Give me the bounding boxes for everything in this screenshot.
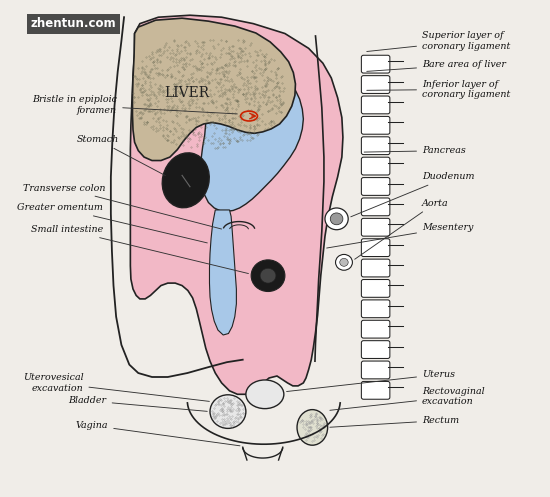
Polygon shape [133, 18, 295, 161]
Ellipse shape [246, 380, 284, 409]
FancyBboxPatch shape [361, 239, 390, 256]
Circle shape [251, 260, 285, 292]
FancyBboxPatch shape [361, 218, 390, 236]
Text: Superior layer of
coronary ligament: Superior layer of coronary ligament [367, 31, 510, 52]
Text: Greater omentum: Greater omentum [17, 203, 207, 243]
Text: Aorta: Aorta [355, 198, 449, 259]
Text: LIVER: LIVER [165, 86, 210, 100]
FancyBboxPatch shape [361, 137, 390, 155]
FancyBboxPatch shape [361, 76, 390, 93]
FancyBboxPatch shape [361, 381, 390, 399]
Text: Mesentery: Mesentery [327, 223, 474, 248]
FancyBboxPatch shape [361, 157, 390, 175]
FancyBboxPatch shape [361, 198, 390, 216]
FancyBboxPatch shape [361, 96, 390, 114]
Text: Transverse colon: Transverse colon [23, 184, 222, 229]
Text: Pancreas: Pancreas [364, 146, 466, 155]
Ellipse shape [210, 395, 246, 428]
Circle shape [260, 268, 276, 283]
FancyBboxPatch shape [361, 300, 390, 318]
Text: Rectovaginal
excavation: Rectovaginal excavation [330, 387, 485, 411]
Text: Bare area of liver: Bare area of liver [367, 60, 506, 72]
Text: Bristle in epiploic
foramen: Bristle in epiploic foramen [32, 95, 237, 115]
Polygon shape [210, 210, 236, 335]
Text: Vagina: Vagina [76, 421, 240, 446]
Text: zhentun.com: zhentun.com [31, 17, 116, 30]
Text: Stomach: Stomach [76, 135, 166, 175]
Polygon shape [201, 56, 304, 211]
Circle shape [325, 208, 348, 230]
Polygon shape [130, 15, 343, 394]
Text: Rectum: Rectum [330, 416, 459, 427]
Text: Uterovesical
excavation: Uterovesical excavation [23, 373, 210, 402]
FancyBboxPatch shape [361, 259, 390, 277]
Text: Inferior layer of
coronary ligament: Inferior layer of coronary ligament [367, 80, 510, 99]
Text: Duodenum: Duodenum [351, 172, 475, 217]
FancyBboxPatch shape [361, 320, 390, 338]
FancyBboxPatch shape [361, 177, 390, 195]
Text: Small intestine: Small intestine [31, 225, 249, 273]
FancyBboxPatch shape [361, 279, 390, 297]
Text: Bladder: Bladder [69, 396, 207, 412]
Ellipse shape [162, 153, 209, 208]
FancyBboxPatch shape [361, 340, 390, 358]
Circle shape [336, 254, 353, 270]
FancyBboxPatch shape [361, 55, 390, 73]
Circle shape [330, 213, 343, 225]
Circle shape [340, 258, 348, 266]
FancyBboxPatch shape [361, 361, 390, 379]
Text: Uterus: Uterus [287, 370, 455, 392]
Ellipse shape [297, 410, 328, 445]
FancyBboxPatch shape [361, 116, 390, 134]
